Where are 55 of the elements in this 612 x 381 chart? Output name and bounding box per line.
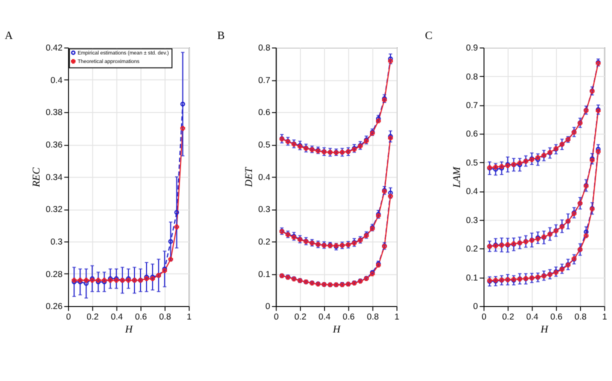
y-tick-label: 0.3 bbox=[258, 204, 270, 214]
y-tick-label: 0.34 bbox=[46, 172, 63, 182]
y-tick-label: 0.1 bbox=[466, 272, 478, 282]
x-tick-label: 1 bbox=[602, 311, 608, 322]
chart-title: C bbox=[425, 30, 433, 42]
x-tick-label: 0.2 bbox=[502, 311, 514, 322]
y-tick-label: 0.4 bbox=[466, 186, 478, 196]
x-tick-label: 0.4 bbox=[526, 311, 538, 322]
y-tick-label: 0.7 bbox=[258, 74, 270, 85]
y-tick-label: 0.3 bbox=[466, 214, 478, 225]
x-axis-title: H bbox=[332, 324, 341, 336]
y-tick-label: 0.42 bbox=[46, 42, 63, 53]
x-tick-label: 0.4 bbox=[110, 311, 123, 322]
y-tick-label: 0.4 bbox=[258, 172, 270, 182]
y-tick-label: 0.6 bbox=[466, 128, 478, 139]
x-tick-label: 0.8 bbox=[159, 311, 172, 322]
y-tick-label: 0.5 bbox=[258, 140, 270, 150]
y-tick-label: 0.9 bbox=[466, 42, 478, 53]
x-axis-title: H bbox=[540, 324, 549, 336]
x-tick-label: 0.4 bbox=[318, 311, 331, 322]
x-tick-label: 0.2 bbox=[294, 311, 307, 322]
x-tick-label: 1 bbox=[394, 311, 400, 322]
y-tick-label: 0.28 bbox=[46, 268, 63, 279]
y-tick-label: 0.2 bbox=[258, 236, 270, 246]
x-tick-label: 0.6 bbox=[134, 311, 148, 322]
x-axis-title: H bbox=[124, 324, 134, 336]
y-tick-label: 0.5 bbox=[466, 157, 478, 168]
y-axis-title: DET bbox=[244, 166, 256, 188]
x-tick-label: 0.8 bbox=[574, 311, 587, 322]
y-axis-title: REC bbox=[32, 167, 43, 188]
x-tick-label: 0 bbox=[274, 311, 279, 322]
y-tick-label: 0.4 bbox=[50, 74, 63, 85]
y-tick-label: 0.2 bbox=[466, 244, 478, 254]
y-tick-label: 0.38 bbox=[46, 107, 63, 118]
x-tick-label: 0.6 bbox=[342, 311, 355, 322]
y-tick-label: 0.36 bbox=[46, 140, 63, 150]
y-tick-label: 0.3 bbox=[50, 236, 63, 246]
y-tick-label: 0.8 bbox=[258, 42, 270, 53]
y-tick-label: 0.32 bbox=[46, 204, 63, 214]
y-tick-label: 0.6 bbox=[258, 107, 270, 118]
x-tick-label: 1 bbox=[186, 311, 192, 322]
y-tick-label: 0 bbox=[473, 301, 478, 312]
chart-title: A bbox=[4, 30, 13, 42]
x-tick-label: 0.6 bbox=[550, 311, 563, 322]
x-tick-label: 0.8 bbox=[366, 311, 379, 322]
y-tick-label: 0.8 bbox=[466, 71, 478, 82]
x-tick-label: 0 bbox=[482, 311, 487, 322]
y-tick-label: 0.26 bbox=[46, 301, 63, 312]
y-tick-label: 0.1 bbox=[258, 268, 270, 279]
y-tick-label: 0.7 bbox=[466, 100, 478, 110]
x-tick-label: 0 bbox=[66, 311, 72, 322]
x-tick-label: 0.2 bbox=[86, 311, 99, 322]
chart-title: B bbox=[217, 30, 225, 42]
y-tick-label: 0 bbox=[265, 301, 270, 312]
y-axis-title: LAM bbox=[452, 166, 463, 189]
